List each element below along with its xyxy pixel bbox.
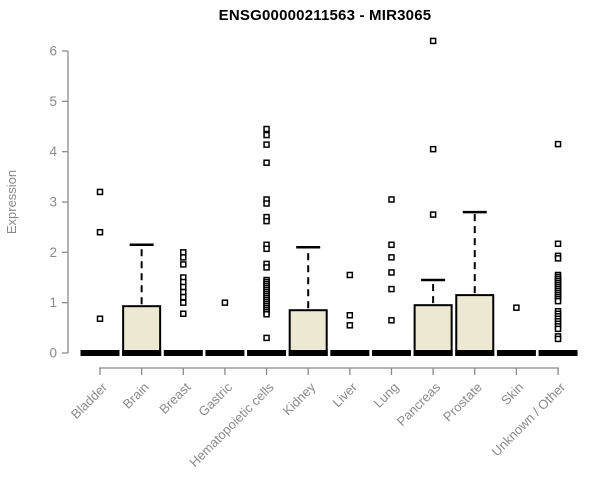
outlier-point-hematopoietic-cells: [263, 310, 270, 318]
outlier-point-gastric: [221, 299, 229, 306]
median-line-unknown-other: [538, 350, 578, 356]
outlier-point-hematopoietic-cells: [263, 217, 270, 225]
outlier-point-hematopoietic-cells: [263, 200, 270, 207]
median-line-breast: [163, 350, 203, 356]
outlier-point-breast: [180, 278, 187, 286]
outlier-point-liver: [346, 271, 354, 279]
outlier-point-breast: [180, 254, 187, 261]
outlier-point-hematopoietic-cells: [263, 245, 270, 253]
x-axis-label-liver: Liver: [329, 379, 360, 410]
outlier-point-lung: [388, 241, 395, 249]
outlier-point-liver: [346, 322, 354, 329]
median-line-bladder: [80, 350, 120, 356]
outlier-point-breast: [180, 261, 187, 268]
outlier-point-lung: [388, 196, 395, 203]
median-line-hematopoietic-cells: [247, 350, 287, 356]
y-axis-tick-label: 0: [49, 346, 57, 361]
box-brain: [122, 305, 162, 357]
outlier-point-unknown-other: [554, 297, 562, 305]
x-axis-label-brain: Brain: [120, 380, 152, 412]
median-line-pancreas: [413, 350, 453, 356]
y-axis-tick-label: 1: [49, 295, 57, 310]
outlier-point-lung: [388, 317, 395, 324]
median-line-lung: [371, 350, 411, 356]
outlier-point-hematopoietic-cells: [263, 125, 270, 133]
outlier-point-bladder: [96, 188, 104, 196]
outlier-point-bladder: [96, 315, 104, 323]
median-line-skin: [496, 350, 536, 356]
outlier-point-hematopoietic-cells: [263, 264, 270, 271]
outlier-point-hematopoietic-cells: [263, 159, 270, 166]
y-axis-tick-label: 2: [49, 245, 57, 260]
x-axis-label-lung: Lung: [371, 380, 402, 411]
chart-title: ENSG00000211563 - MIR3065: [218, 7, 432, 24]
outlier-point-pancreas: [429, 145, 437, 153]
outlier-point-unknown-other: [554, 140, 562, 148]
outlier-point-pancreas: [429, 211, 437, 218]
outlier-point-unknown-other: [554, 255, 562, 262]
outlier-point-hematopoietic-cells: [263, 131, 270, 139]
y-axis-tick-label: 3: [49, 195, 57, 210]
outlier-point-skin: [513, 304, 520, 311]
outlier-point-lung: [388, 254, 395, 261]
outlier-point-breast: [180, 283, 187, 291]
median-line-liver: [330, 350, 370, 356]
x-axis-label-kidney: Kidney: [280, 379, 319, 418]
median-line-gastric: [205, 350, 245, 356]
y-axis-tick-label: 6: [49, 44, 57, 59]
outlier-point-lung: [388, 269, 395, 276]
y-axis-label: Expression: [4, 170, 19, 234]
outlier-point-breast: [180, 299, 187, 306]
y-axis-tick-label: 4: [49, 144, 57, 159]
box-prostate: [455, 294, 495, 357]
median-line-brain: [122, 350, 162, 356]
y-axis-tick-label: 5: [49, 94, 57, 109]
outlier-point-bladder: [96, 228, 104, 236]
outlier-point-liver: [346, 312, 354, 319]
box-kidney: [288, 309, 328, 357]
median-line-kidney: [288, 350, 328, 356]
x-axis-label-breast: Breast: [156, 379, 193, 416]
x-axis-label-gastric: Gastric: [195, 379, 235, 419]
x-axis-label-unknown-other: Unknown / Other: [489, 379, 569, 459]
outlier-point-breast: [180, 293, 187, 301]
x-axis-label-pancreas: Pancreas: [394, 379, 444, 429]
outlier-point-hematopoietic-cells: [263, 334, 270, 342]
outlier-point-lung: [388, 285, 395, 293]
x-axis-label-skin: Skin: [498, 380, 526, 408]
outlier-point-unknown-other: [554, 335, 562, 343]
outlier-point-hematopoietic-cells: [263, 141, 270, 148]
outlier-point-pancreas: [429, 37, 437, 45]
outlier-point-unknown-other: [554, 240, 562, 248]
outlier-point-breast: [180, 249, 187, 256]
outlier-point-unknown-other: [554, 325, 562, 333]
x-axis-label-prostate: Prostate: [440, 380, 485, 425]
outlier-point-breast: [180, 310, 187, 317]
median-line-prostate: [455, 350, 495, 356]
outlier-point-breast: [180, 288, 187, 296]
x-axis-label-bladder: Bladder: [68, 379, 111, 422]
box-pancreas: [413, 304, 453, 356]
